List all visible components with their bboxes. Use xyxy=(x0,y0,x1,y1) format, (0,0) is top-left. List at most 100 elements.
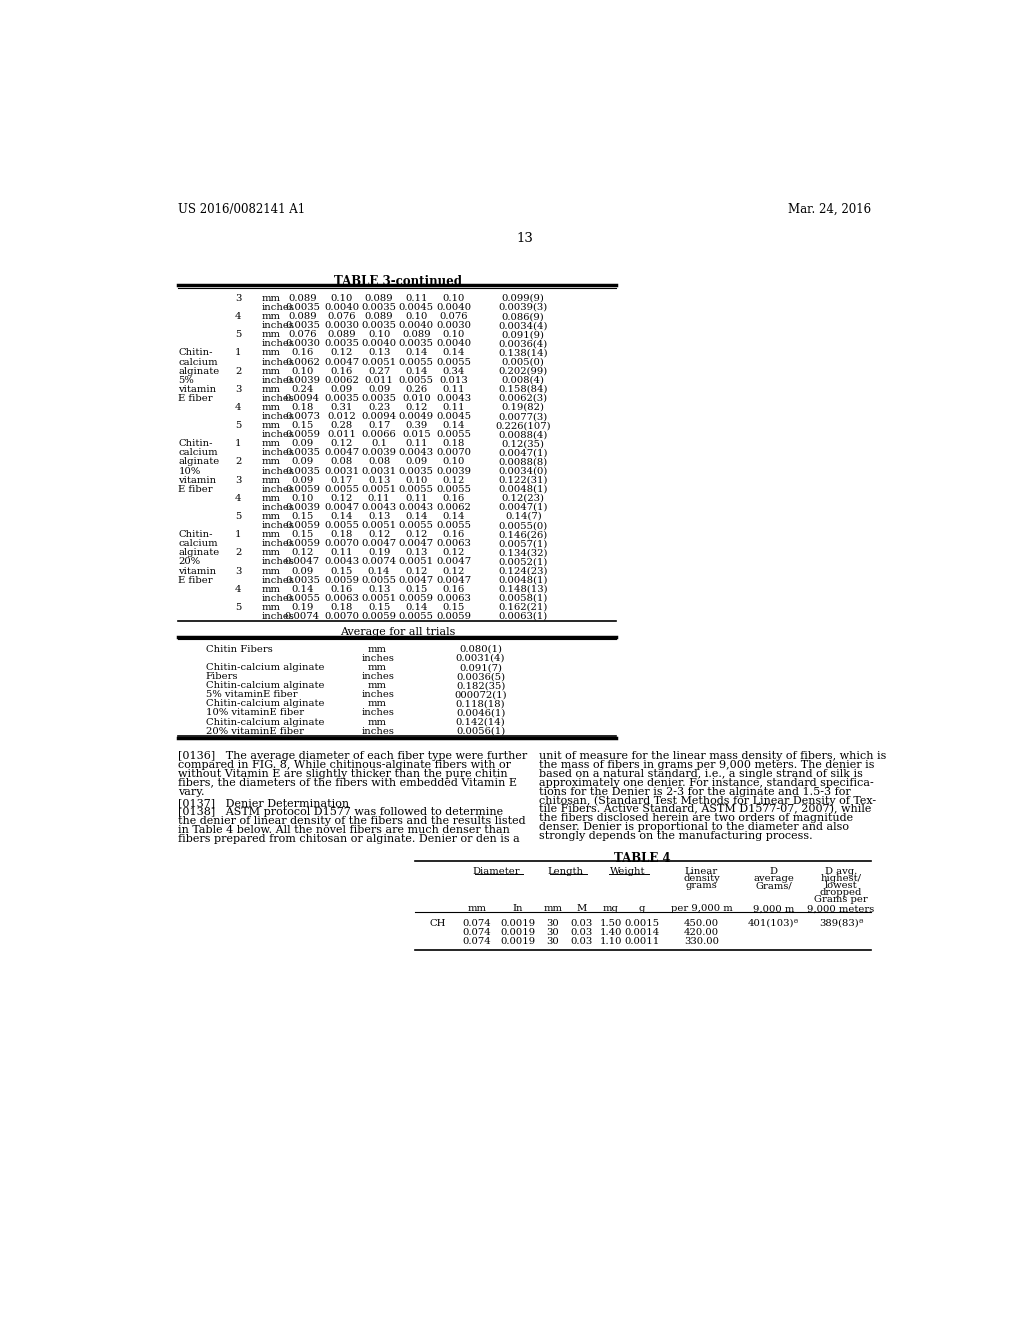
Text: 0.11: 0.11 xyxy=(442,403,465,412)
Text: 0.0039: 0.0039 xyxy=(285,376,319,384)
Text: 0.16: 0.16 xyxy=(442,585,465,594)
Text: [0137]   Denier Determination: [0137] Denier Determination xyxy=(178,799,349,809)
Text: 0.03: 0.03 xyxy=(570,928,593,937)
Text: 0.0047: 0.0047 xyxy=(325,503,359,512)
Text: mm: mm xyxy=(261,512,281,521)
Text: 0.0035: 0.0035 xyxy=(398,339,434,348)
Text: 0.0048(1): 0.0048(1) xyxy=(499,484,548,494)
Text: mm: mm xyxy=(261,440,281,449)
Text: 0.0051: 0.0051 xyxy=(361,358,396,367)
Text: 0.0014: 0.0014 xyxy=(625,928,659,937)
Text: 0.15: 0.15 xyxy=(442,603,465,612)
Text: 0.0062: 0.0062 xyxy=(285,358,319,367)
Text: Chitin-calcium alginate: Chitin-calcium alginate xyxy=(206,700,324,709)
Text: vitamin: vitamin xyxy=(178,385,216,393)
Text: 1.40: 1.40 xyxy=(600,928,622,937)
Text: 0.0055: 0.0055 xyxy=(325,484,359,494)
Text: 0.0094: 0.0094 xyxy=(285,393,319,403)
Text: 0.089: 0.089 xyxy=(288,294,316,302)
Text: 0.1: 0.1 xyxy=(371,440,387,449)
Text: 0.0019: 0.0019 xyxy=(501,919,536,928)
Text: 0.146(26): 0.146(26) xyxy=(499,531,548,539)
Text: 0.0070: 0.0070 xyxy=(325,540,359,548)
Text: 0.14: 0.14 xyxy=(331,512,353,521)
Text: TABLE 3-continued: TABLE 3-continued xyxy=(334,276,462,289)
Text: 0.15: 0.15 xyxy=(331,566,353,576)
Text: 0.0055: 0.0055 xyxy=(398,521,434,531)
Text: 420.00: 420.00 xyxy=(684,928,719,937)
Text: 0.0051: 0.0051 xyxy=(361,484,396,494)
Text: Chitin-calcium alginate: Chitin-calcium alginate xyxy=(206,681,324,690)
Text: 5: 5 xyxy=(234,512,242,521)
Text: 0.12: 0.12 xyxy=(331,494,353,503)
Text: 0.0045: 0.0045 xyxy=(398,304,434,312)
Text: 30: 30 xyxy=(547,937,559,946)
Text: 0.12: 0.12 xyxy=(368,531,390,539)
Text: the denier of linear density of the fibers and the results listed: the denier of linear density of the fibe… xyxy=(178,816,526,826)
Text: 0.0039(3): 0.0039(3) xyxy=(499,304,548,312)
Text: 0.089: 0.089 xyxy=(365,312,393,321)
Text: [0138]   ASTM protocol D1577 was followed to determine: [0138] ASTM protocol D1577 was followed … xyxy=(178,808,504,817)
Text: 0.0040: 0.0040 xyxy=(325,304,359,312)
Text: Chitin-: Chitin- xyxy=(178,440,213,449)
Text: alginate: alginate xyxy=(178,458,219,466)
Text: 0.074: 0.074 xyxy=(463,928,492,937)
Text: 0.0055: 0.0055 xyxy=(325,521,359,531)
Text: 0.15: 0.15 xyxy=(368,603,390,612)
Text: inches: inches xyxy=(361,690,394,700)
Text: 0.0051: 0.0051 xyxy=(398,557,434,566)
Text: 0.0040: 0.0040 xyxy=(361,339,396,348)
Text: Length: Length xyxy=(548,867,584,876)
Text: 0.013: 0.013 xyxy=(439,376,468,384)
Text: inches: inches xyxy=(361,726,394,735)
Text: 0.226(107): 0.226(107) xyxy=(496,421,551,430)
Text: 5%: 5% xyxy=(178,376,195,384)
Text: 5: 5 xyxy=(234,330,242,339)
Text: 0.19(82): 0.19(82) xyxy=(502,403,545,412)
Text: 0.0035: 0.0035 xyxy=(285,304,319,312)
Text: 0.0059: 0.0059 xyxy=(285,521,319,531)
Text: 0.0043: 0.0043 xyxy=(436,393,471,403)
Text: 0.34: 0.34 xyxy=(442,367,465,376)
Text: 0.0055: 0.0055 xyxy=(436,521,471,531)
Text: the fibers disclosed herein are two orders of magnitude: the fibers disclosed herein are two orde… xyxy=(539,813,853,824)
Text: mm: mm xyxy=(261,367,281,376)
Text: 0.011: 0.011 xyxy=(365,376,393,384)
Text: 0.0039: 0.0039 xyxy=(436,466,471,475)
Text: 0.118(18): 0.118(18) xyxy=(456,700,506,709)
Text: 0.0059: 0.0059 xyxy=(285,484,319,494)
Text: inches: inches xyxy=(261,594,294,603)
Text: 0.14: 0.14 xyxy=(291,585,313,594)
Text: 0.091(9): 0.091(9) xyxy=(502,330,545,339)
Text: Weight: Weight xyxy=(610,867,645,876)
Text: 0.0057(1): 0.0057(1) xyxy=(499,540,548,548)
Text: 0.0039: 0.0039 xyxy=(285,503,319,512)
Text: 0.0063: 0.0063 xyxy=(436,594,471,603)
Text: 0.17: 0.17 xyxy=(331,475,353,484)
Text: density: density xyxy=(683,874,720,883)
Text: calcium: calcium xyxy=(178,540,218,548)
Text: 0.0046(1): 0.0046(1) xyxy=(456,709,505,718)
Text: 0.0043: 0.0043 xyxy=(398,503,434,512)
Text: 0.19: 0.19 xyxy=(368,548,390,557)
Text: 0.14: 0.14 xyxy=(406,348,428,358)
Text: inches: inches xyxy=(261,540,294,548)
Text: 0.15: 0.15 xyxy=(291,421,313,430)
Text: 0.28: 0.28 xyxy=(331,421,353,430)
Text: 0.148(13): 0.148(13) xyxy=(499,585,548,594)
Text: inches: inches xyxy=(261,412,294,421)
Text: 1: 1 xyxy=(234,440,242,449)
Text: 4: 4 xyxy=(234,494,242,503)
Text: 4: 4 xyxy=(234,585,242,594)
Text: 0.10: 0.10 xyxy=(368,330,390,339)
Text: 0.0088(4): 0.0088(4) xyxy=(499,430,548,440)
Text: In: In xyxy=(513,904,523,913)
Text: 0.26: 0.26 xyxy=(406,385,427,393)
Text: 0.09: 0.09 xyxy=(331,385,353,393)
Text: 0.0047: 0.0047 xyxy=(325,358,359,367)
Text: inches: inches xyxy=(261,430,294,440)
Text: vary.: vary. xyxy=(178,787,205,796)
Text: 0.0040: 0.0040 xyxy=(436,339,471,348)
Text: 0.11: 0.11 xyxy=(406,440,428,449)
Text: inches: inches xyxy=(361,653,394,663)
